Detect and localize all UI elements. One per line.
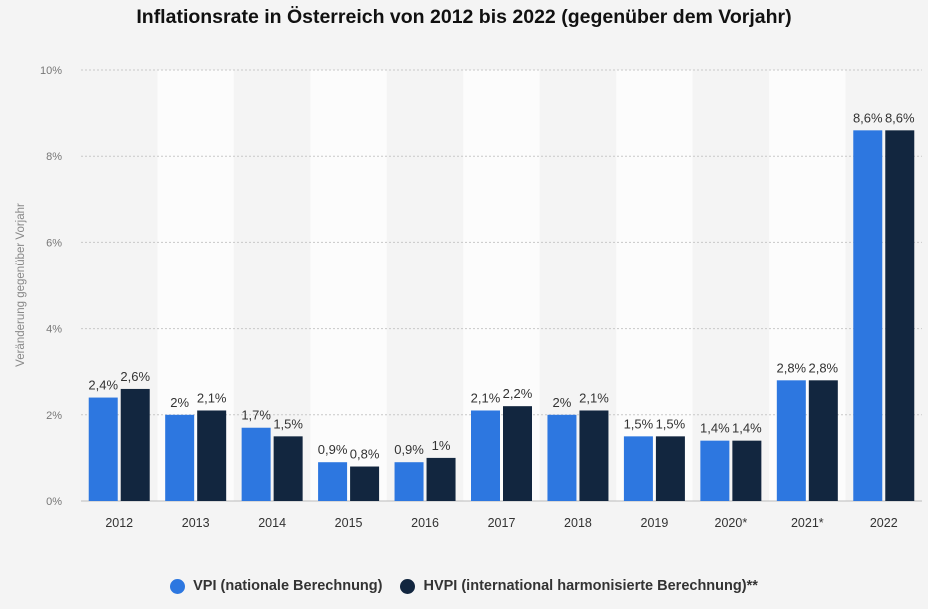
x-tick-label: 2018 xyxy=(564,516,592,530)
data-label-vpi: 1,4% xyxy=(700,421,730,436)
bar-hvpi xyxy=(350,466,380,501)
bar-hvpi xyxy=(655,436,685,501)
bar-hvpi xyxy=(197,410,227,501)
x-tick-label: 2017 xyxy=(488,516,516,530)
bar-hvpi xyxy=(426,457,456,501)
bar-vpi xyxy=(241,427,271,501)
column-band xyxy=(310,70,387,501)
x-tick-label: 2015 xyxy=(335,516,363,530)
legend-swatch-hvpi xyxy=(400,578,416,594)
bar-vpi xyxy=(853,130,883,501)
column-band xyxy=(692,70,770,501)
y-tick-label: 8% xyxy=(46,151,62,163)
legend-label-vpi: VPI (nationale Berechnung) xyxy=(193,578,383,594)
data-label-vpi: 1,7% xyxy=(241,408,271,423)
y-tick-label: 4% xyxy=(46,324,62,336)
bar-vpi xyxy=(88,397,118,501)
data-label-hvpi: 2,1% xyxy=(579,390,609,405)
column-band xyxy=(616,70,693,501)
data-label-hvpi: 2,6% xyxy=(120,369,150,384)
bar-vpi xyxy=(776,380,806,501)
data-label-hvpi: 1% xyxy=(432,438,451,453)
bar-vpi xyxy=(318,462,348,501)
data-label-hvpi: 1,5% xyxy=(656,416,686,431)
bar-hvpi xyxy=(579,410,609,501)
bar-hvpi xyxy=(120,388,150,501)
x-tick-label: 2020* xyxy=(715,516,748,530)
data-label-hvpi: 2,2% xyxy=(503,386,533,401)
data-label-hvpi: 1,4% xyxy=(732,421,762,436)
y-axis-label: Veränderung gegenüber Vorjahr xyxy=(15,203,27,367)
data-label-hvpi: 2,8% xyxy=(808,360,838,375)
x-tick-label: 2021* xyxy=(791,516,824,530)
data-label-vpi: 2,1% xyxy=(471,390,501,405)
legend-item-vpi[interactable]: VPI (nationale Berechnung) xyxy=(170,578,382,594)
data-label-vpi: 2% xyxy=(553,395,572,410)
y-tick-label: 10% xyxy=(40,65,62,77)
bar-vpi xyxy=(165,414,195,501)
y-tick-label: 6% xyxy=(46,237,62,249)
data-label-hvpi: 2,1% xyxy=(197,390,227,405)
chart-title: Inflationsrate in Österreich von 2012 bi… xyxy=(136,6,792,28)
bar-vpi xyxy=(471,410,500,501)
data-label-hvpi: 8,6% xyxy=(885,110,915,125)
bar-vpi xyxy=(700,440,730,501)
x-tick-label: 2016 xyxy=(411,516,439,530)
data-label-vpi: 0,9% xyxy=(394,442,424,457)
y-tick-label: 2% xyxy=(46,410,62,422)
y-tick-label: 0% xyxy=(46,496,62,508)
x-tick-label: 2014 xyxy=(258,516,286,530)
data-label-vpi: 0,9% xyxy=(318,442,348,457)
bar-vpi xyxy=(394,462,424,501)
data-label-vpi: 2,8% xyxy=(776,360,806,375)
data-label-vpi: 8,6% xyxy=(853,110,883,125)
bar-vpi xyxy=(547,414,577,501)
legend-label-hvpi: HVPI (international harmonisierte Berech… xyxy=(423,578,758,594)
bar-hvpi xyxy=(808,380,838,501)
bar-hvpi xyxy=(273,436,303,501)
bar-hvpi xyxy=(732,440,762,501)
legend-item-hvpi[interactable]: HVPI (international harmonisierte Berech… xyxy=(400,578,758,594)
data-label-vpi: 2% xyxy=(170,395,189,410)
bar-hvpi xyxy=(885,130,915,501)
data-label-vpi: 2,4% xyxy=(88,378,118,393)
x-tick-label: 2019 xyxy=(641,516,669,530)
legend-swatch-vpi xyxy=(170,578,186,594)
x-tick-label: 2012 xyxy=(105,516,133,530)
data-label-hvpi: 1,5% xyxy=(273,416,303,431)
bar-vpi xyxy=(623,436,653,501)
column-band xyxy=(386,70,464,501)
x-tick-label: 2013 xyxy=(182,516,210,530)
legend: VPI (nationale Berechnung) HVPI (interna… xyxy=(0,578,928,594)
data-label-vpi: 1,5% xyxy=(624,416,654,431)
data-label-hvpi: 0,8% xyxy=(350,447,380,462)
x-tick-label: 2022 xyxy=(870,516,898,530)
bar-hvpi xyxy=(503,406,532,501)
